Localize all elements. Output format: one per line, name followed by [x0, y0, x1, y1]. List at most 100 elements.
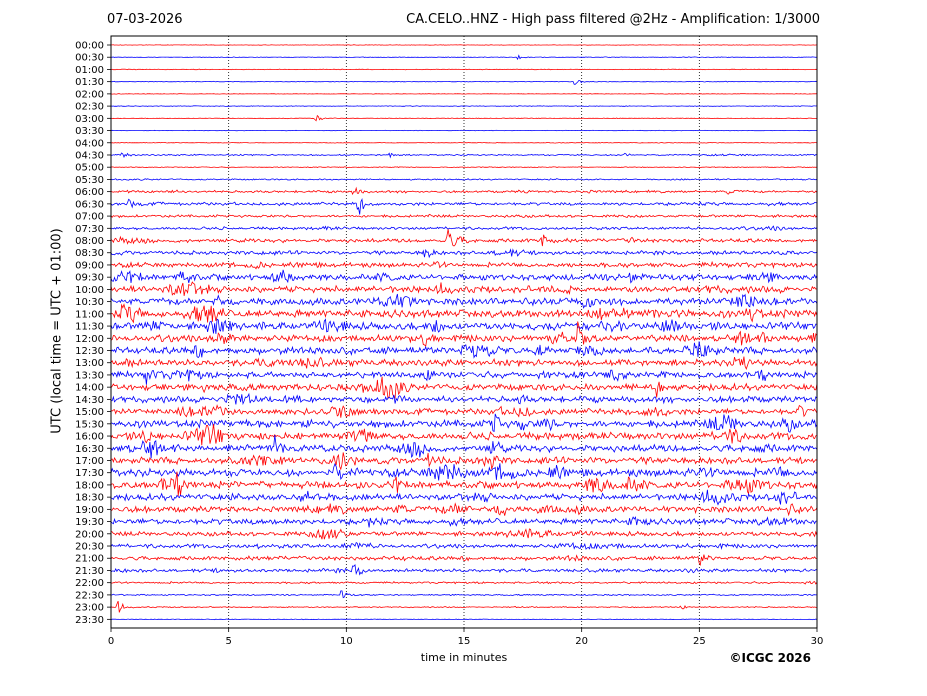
trace-1000 [110, 281, 818, 296]
y-tick-label: 02:00 [75, 89, 104, 100]
y-tick-label: 15:00 [75, 407, 104, 418]
y-tick-label: 08:30 [75, 248, 104, 259]
y-tick-label: 06:00 [75, 187, 104, 198]
y-tick-label: 15:30 [75, 419, 104, 430]
trace-0700 [110, 213, 818, 219]
trace-layer [110, 44, 818, 621]
y-tick-label: 13:00 [75, 358, 104, 369]
trace-2200 [110, 580, 818, 585]
trace-1630 [110, 435, 818, 459]
y-tick-label: 09:30 [75, 273, 104, 284]
trace-1100 [110, 303, 818, 324]
trace-2130 [110, 563, 817, 576]
y-tick-label: 21:30 [75, 566, 104, 577]
y-tick-label: 18:00 [75, 480, 104, 491]
y-tick-label: 05:30 [75, 175, 104, 186]
trace-0600 [110, 186, 818, 196]
trace-2330 [110, 618, 818, 621]
trace-2030 [110, 541, 818, 550]
trace-1500 [110, 404, 818, 418]
y-tick-label: 08:00 [75, 236, 104, 247]
y-tick-label: 23:30 [75, 615, 104, 626]
y-tick-label: 01:30 [75, 77, 104, 88]
y-tick-label: 17:00 [75, 456, 104, 467]
x-tick-label: 25 [693, 636, 706, 647]
x-tick-label: 30 [811, 636, 824, 647]
y-tick-label: 20:30 [75, 542, 104, 553]
x-tick-label: 10 [340, 636, 353, 647]
header-title: CA.CELO..HNZ - High pass filtered @2Hz -… [406, 12, 820, 27]
y-tick-label: 17:30 [75, 468, 104, 479]
x-axis: 0 5 10 15 20 25 30 [108, 628, 824, 647]
trace-0500 [110, 166, 818, 169]
trace-1800 [110, 471, 818, 497]
y-tick-label: 01:00 [75, 65, 104, 76]
y-tick-label: 13:30 [75, 370, 104, 381]
y-tick-label: 11:00 [75, 309, 104, 320]
y-tick-label: 23:00 [75, 603, 104, 614]
plot-frame [110, 35, 818, 629]
x-tick-label: 0 [108, 636, 114, 647]
trace-1730 [110, 463, 818, 481]
trace-1200 [110, 321, 818, 348]
x-tick-label: 20 [575, 636, 588, 647]
trace-1430 [110, 392, 818, 406]
plot-area-background [111, 36, 817, 628]
trace-0730 [110, 225, 818, 232]
y-tick-label: 07:00 [75, 212, 104, 223]
y-tick-label: 12:00 [75, 334, 104, 345]
y-axis-label: UTC (local time = UTC + 01:00) [49, 228, 65, 434]
y-tick-label: 21:00 [75, 554, 104, 565]
copyright-text: ©ICGC 2026 [729, 651, 811, 665]
y-tick-label: 05:00 [75, 163, 104, 174]
trace-2230 [110, 590, 817, 599]
trace-0530 [110, 178, 818, 181]
y-tick-label: 09:00 [75, 260, 104, 271]
y-tick-label: 19:30 [75, 517, 104, 528]
y-tick-label: 19:00 [75, 505, 104, 516]
trace-0030 [110, 54, 818, 61]
trace-0000 [110, 44, 818, 46]
x-tick-label: 15 [458, 636, 471, 647]
x-tick-label: 5 [225, 636, 231, 647]
trace-0800 [110, 229, 818, 247]
header-date: 07-03-2026 [107, 12, 183, 27]
y-tick-label: 18:30 [75, 493, 104, 504]
y-tick-label: 16:00 [75, 432, 104, 443]
trace-0630 [110, 197, 818, 215]
trace-1300 [110, 356, 818, 370]
y-tick-label: 03:00 [75, 114, 104, 125]
y-tick-label: 00:30 [75, 53, 104, 64]
trace-2100 [110, 554, 817, 566]
y-tick-label: 03:30 [75, 126, 104, 137]
trace-1230 [110, 341, 818, 359]
trace-1400 [110, 376, 818, 400]
trace-1830 [110, 489, 818, 506]
x-axis-label: time in minutes [420, 651, 508, 664]
trace-0900 [110, 260, 818, 270]
y-tick-label: 10:30 [75, 297, 104, 308]
trace-1530 [110, 413, 818, 433]
trace-0100 [110, 68, 818, 71]
y-tick-label: 12:30 [75, 346, 104, 357]
trace-1600 [110, 424, 818, 446]
y-tick-label: 14:30 [75, 395, 104, 406]
y-tick-label: 16:30 [75, 444, 104, 455]
trace-0430 [110, 152, 818, 159]
y-tick-label: 14:00 [75, 383, 104, 394]
y-tick-label: 22:00 [75, 578, 104, 589]
trace-1900 [110, 502, 818, 517]
y-tick-label: 04:30 [75, 150, 104, 161]
trace-1700 [110, 452, 818, 471]
trace-0130 [110, 79, 818, 85]
trace-0200 [110, 93, 818, 95]
trace-1930 [110, 516, 818, 528]
trace-0930 [110, 269, 818, 284]
trace-0830 [110, 248, 818, 259]
y-tick-label: 20:00 [75, 529, 104, 540]
trace-0330 [110, 129, 818, 132]
trace-2300 [110, 600, 818, 613]
y-tick-label: 00:00 [75, 41, 104, 52]
trace-1130 [110, 318, 818, 334]
